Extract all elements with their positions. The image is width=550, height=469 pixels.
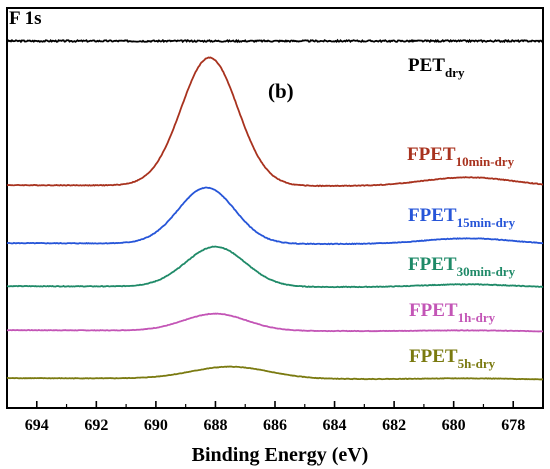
spectrum-line-fpet-15min-dry	[6, 186, 544, 246]
spectrum-line-fpet-1h-dry	[6, 312, 544, 333]
series-label: FPET5h-dry	[409, 346, 496, 371]
x-tick-label: 694	[25, 417, 49, 434]
x-tick-label: 688	[203, 417, 227, 434]
panel-title: F 1s	[9, 8, 42, 29]
series-label: PETdry	[408, 55, 465, 80]
x-tick-label: 682	[382, 417, 406, 434]
series-label: FPET10min-dry	[407, 144, 515, 169]
spectrum-line-fpet-10min-dry	[6, 56, 544, 188]
x-tick-label: 690	[144, 417, 168, 434]
spectrum-line-pet-dry	[6, 38, 544, 44]
spectrum-line-fpet-30min-dry	[6, 245, 544, 289]
spectrum-line-fpet-5h-dry	[6, 365, 544, 381]
x-axis-title: Binding Energy (eV)	[192, 444, 369, 466]
series-label: FPET1h-dry	[409, 300, 496, 325]
spectra-curves	[6, 38, 544, 381]
panel-label: (b)	[268, 79, 294, 103]
x-tick-label: 678	[501, 417, 525, 434]
x-axis-ticks: 694 692 690 688 686 684 682 680 678	[6, 401, 544, 434]
x-tick-label: 686	[263, 417, 287, 434]
series-labels: PETdry FPET10min-dry FPET15min-dry FPET30mi…	[407, 55, 516, 371]
x-tick-label: 684	[323, 417, 347, 434]
series-label: FPET30min-dry	[408, 254, 516, 279]
x-tick-label: 680	[442, 417, 466, 434]
x-tick-label: 692	[84, 417, 108, 434]
series-label: FPET15min-dry	[408, 205, 516, 230]
